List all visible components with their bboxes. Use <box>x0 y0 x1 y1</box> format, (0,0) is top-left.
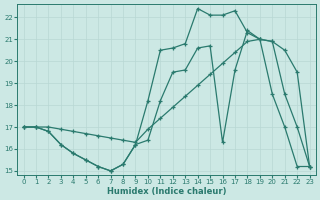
X-axis label: Humidex (Indice chaleur): Humidex (Indice chaleur) <box>107 187 226 196</box>
